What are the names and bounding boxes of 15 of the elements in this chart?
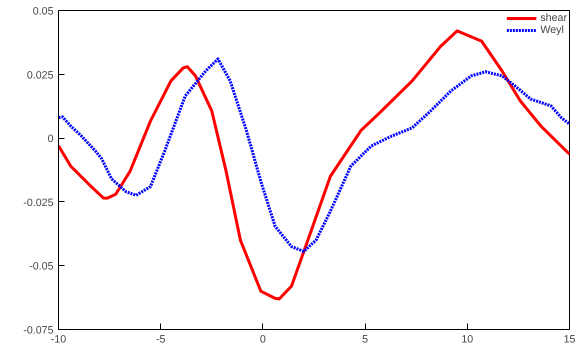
x-tick-label: -5 [156, 334, 166, 346]
y-tick-label: -0.075 [23, 324, 54, 336]
y-tick-label: -0.05 [29, 260, 54, 273]
y-tick-label: -0.025 [23, 196, 54, 209]
y-tick-label: 0.025 [26, 69, 54, 82]
legend-label: Weyl [540, 24, 564, 36]
x-tick-label: 5 [362, 334, 368, 346]
y-tick-label: 0.05 [32, 6, 54, 18]
x-tick-label: 10 [461, 334, 474, 346]
y-tick-label: 0 [48, 133, 54, 146]
x-tick-label: 0 [260, 334, 266, 346]
line-series [58, 57, 570, 253]
x-tick-label: -10 [50, 334, 66, 346]
legend-label: shear [540, 12, 567, 24]
x-tick-label: 15 [564, 334, 576, 346]
